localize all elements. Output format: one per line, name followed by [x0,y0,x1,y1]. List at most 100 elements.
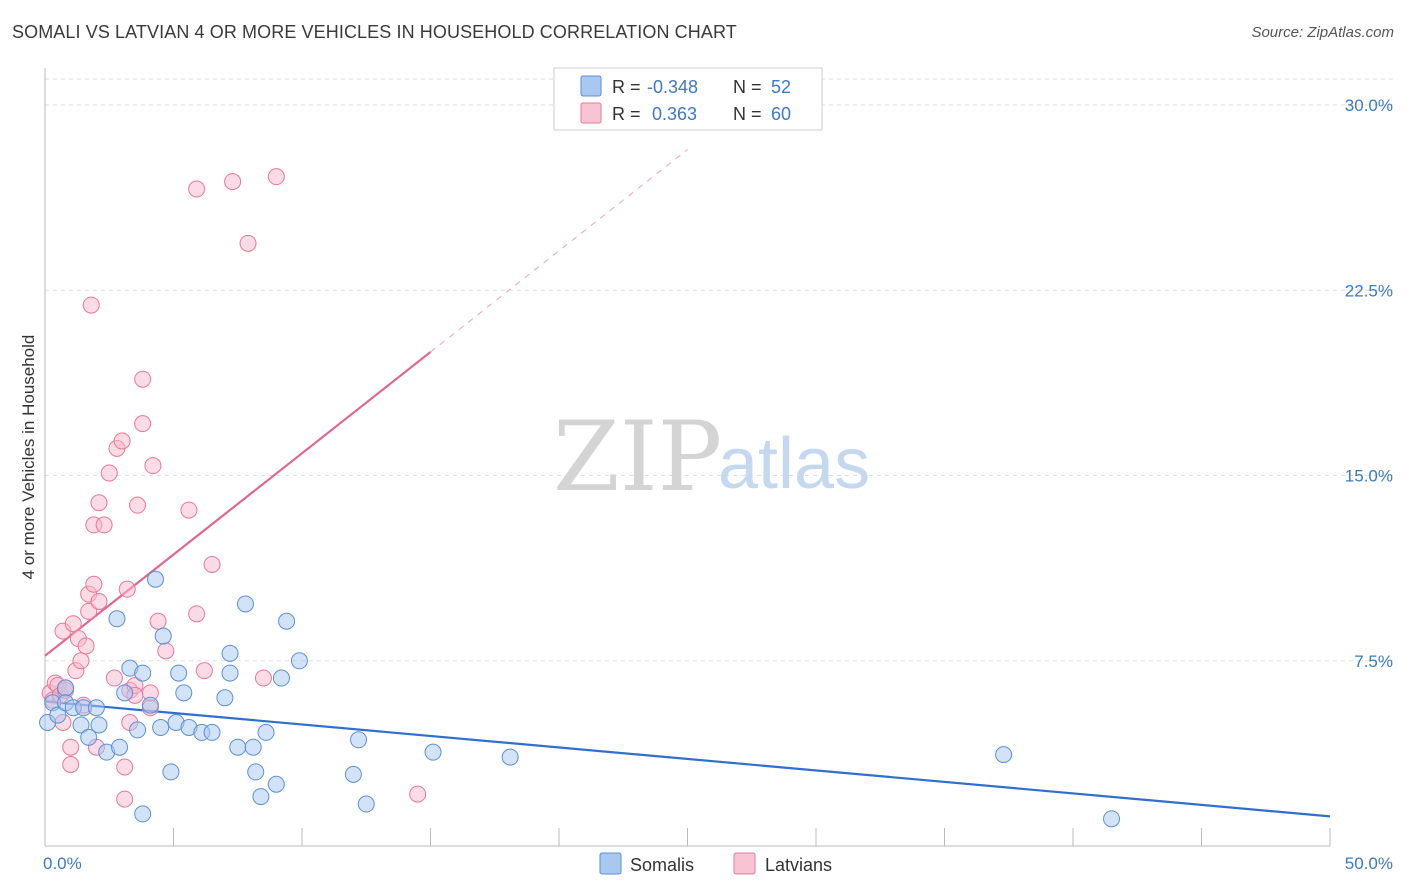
somali-point [111,738,129,756]
latvian-point [62,738,80,756]
somali-point [162,763,180,781]
x-tick-label: 50.0% [1345,854,1393,873]
latvian-point [80,602,98,620]
somali-point [247,763,265,781]
somali-point [272,669,290,687]
bottom-legend-latvian-label: Latvians [765,855,832,875]
somali-point [57,679,75,697]
y-tick-label: 30.0% [1345,96,1393,115]
somali-point [267,775,285,793]
bottom-legend-latvian-swatch [733,852,756,875]
somali-point [424,743,442,761]
legend-somali-n-value: 52 [771,77,791,97]
source-label: Source: ZipAtlas.com [1251,24,1394,41]
somali-point [221,664,239,682]
x-tick-labels: 0.0% 50.0% [43,854,1393,873]
latvian-point [85,575,103,593]
bottom-legend-somali-label: Somalis [630,855,694,875]
latvian-point [203,555,221,573]
watermark-zip: ZIP [553,401,722,513]
latvian-point [149,612,167,630]
latvian-point [144,457,162,475]
latvian-point [116,758,134,776]
somali-point [290,652,308,670]
latvian-point [72,652,90,670]
latvian-point [224,173,242,191]
latvian-point [254,669,272,687]
latvian-point [118,580,136,598]
latvian-point [62,755,80,773]
somali-point [141,696,159,714]
y-tick-label: 7.5% [1354,652,1393,671]
somali-point [108,610,126,628]
somali-point [236,595,254,613]
somali-point [87,699,105,717]
latvian-point [157,642,175,660]
latvian-point [105,669,123,687]
legend-latvian-n-value: 60 [771,104,791,124]
somali-trend-line [44,700,1331,818]
latvian-point [134,370,152,388]
legend-latvian-r-label: R = [612,104,641,124]
latvian-point [100,464,118,482]
latvian-point [90,494,108,512]
somali-point [90,716,108,734]
somali-point [501,748,519,766]
latvian-point [180,501,198,519]
latvian-point [134,415,152,433]
latvian-point [129,496,147,514]
somali-point [252,788,270,806]
somali-point [216,689,234,707]
chart-title: SOMALI VS LATVIAN 4 OR MORE VEHICLES IN … [12,22,737,42]
latvian-point [188,605,206,623]
somali-point [350,731,368,749]
somali-point [244,738,262,756]
y-tick-label: 15.0% [1345,467,1393,486]
legend-somali-r-label: R = [612,77,641,97]
latvian-point [64,615,82,633]
watermark-atlas: atlas [718,424,870,504]
somali-point [344,765,362,783]
legend-latvian-n-label: N = [733,104,762,124]
somali-point [49,706,67,724]
somali-point [357,795,375,813]
bottom-legend: Somalis Latvians [599,852,832,875]
latvian-point [116,790,134,808]
legend-latvian-swatch [580,102,602,124]
latvian-point [239,234,257,252]
x-tick-label: 0.0% [43,854,82,873]
y-tick-labels: 7.5% 15.0% 22.5% 30.0% [1345,96,1393,671]
latvian-point [195,662,213,680]
somali-point [116,684,134,702]
y-axis-label: 4 or more Vehicles in Household [19,335,38,580]
legend-somali-r-value: -0.348 [647,77,698,97]
stats-legend: R = -0.348 N = 52 R = 0.363 N = 60 [553,67,823,131]
somali-point [134,805,152,823]
somali-point [1103,810,1121,828]
somali-point [995,746,1013,764]
legend-somali-n-label: N = [733,77,762,97]
somali-point [152,718,170,736]
grid-lines [45,78,1393,662]
somali-point [175,684,193,702]
somali-point [129,721,147,739]
somali-point [278,612,296,630]
somali-point [170,664,188,682]
latvian-point [82,296,100,314]
somali-point [229,738,247,756]
latvian-point [77,637,95,655]
somali-point [147,570,165,588]
somali-point [154,627,172,645]
somali-point [221,644,239,662]
latvian-point [113,432,131,450]
latvian-trend-line [44,351,432,657]
latvian-point [90,592,108,610]
latvian-point [188,180,206,198]
legend-latvian-r-value: 0.363 [647,104,697,124]
latvian-trend-extension [430,149,688,353]
trend-lines [44,149,1331,818]
somali-point [257,723,275,741]
legend-somali-swatch [580,75,602,97]
somali-point [72,716,90,734]
y-tick-label: 22.5% [1345,281,1393,300]
